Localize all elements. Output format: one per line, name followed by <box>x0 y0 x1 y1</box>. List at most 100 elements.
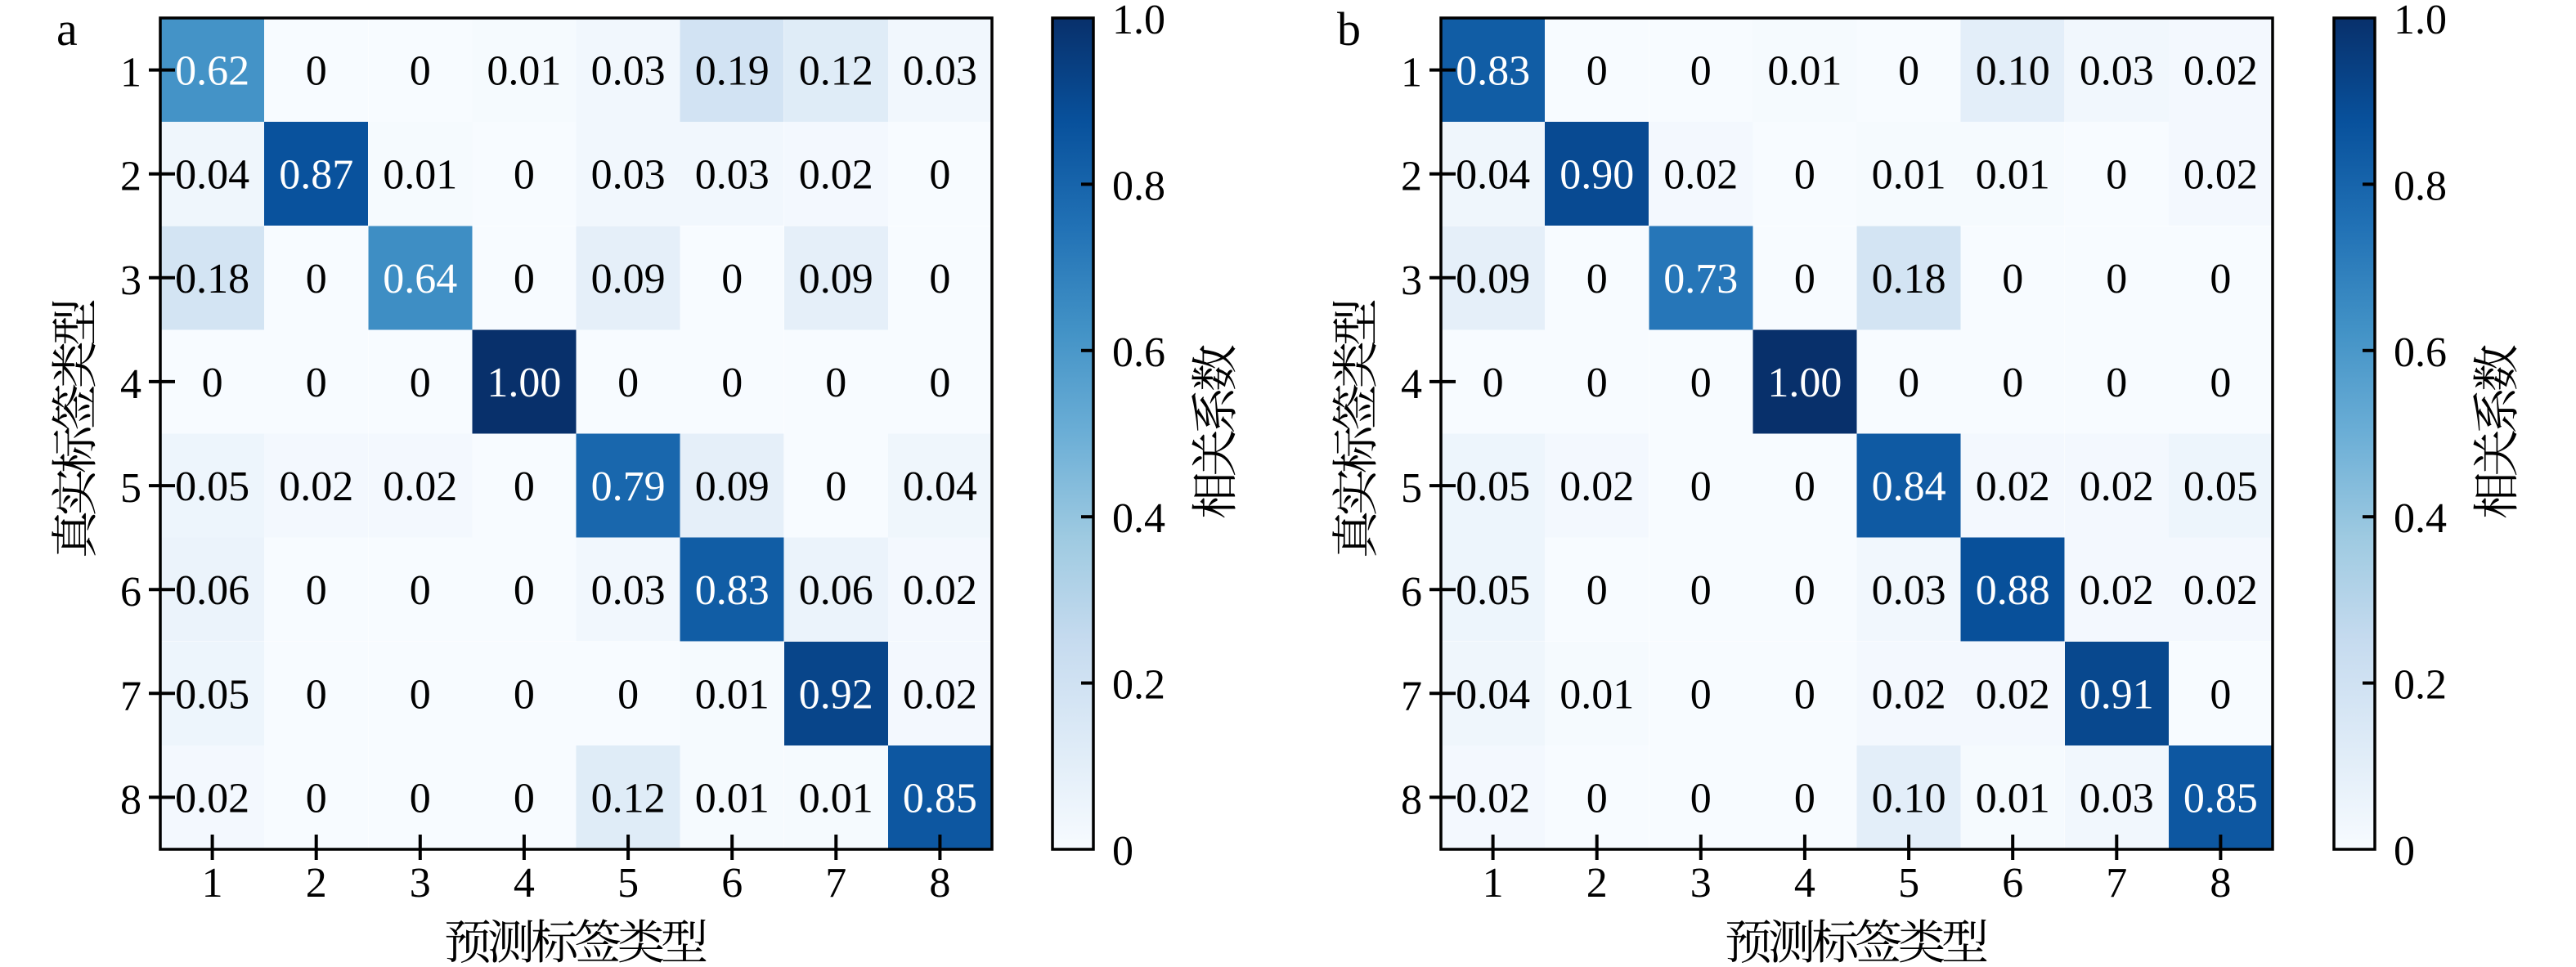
svg-text:0.02: 0.02 <box>1976 671 2050 718</box>
svg-text:0: 0 <box>825 463 846 510</box>
svg-text:0.06: 0.06 <box>175 567 249 614</box>
svg-text:1: 1 <box>1483 860 1504 907</box>
svg-text:0.02: 0.02 <box>1456 775 1530 822</box>
svg-text:0.03: 0.03 <box>1872 567 1946 614</box>
svg-text:0: 0 <box>306 567 327 614</box>
svg-text:7: 7 <box>120 673 141 719</box>
svg-text:0.19: 0.19 <box>695 48 770 95</box>
svg-text:0.04: 0.04 <box>175 152 249 199</box>
svg-text:0.04: 0.04 <box>1456 671 1530 718</box>
svg-text:0: 0 <box>1794 775 1815 822</box>
svg-text:0.09: 0.09 <box>1456 256 1530 302</box>
svg-text:7: 7 <box>2106 860 2127 907</box>
svg-text:3: 3 <box>1690 860 1712 907</box>
svg-text:0: 0 <box>1483 360 1504 406</box>
svg-text:0: 0 <box>1898 360 1919 406</box>
svg-text:0.2: 0.2 <box>1112 662 1165 709</box>
svg-text:0.02: 0.02 <box>1976 463 2050 510</box>
svg-text:4: 4 <box>514 860 535 907</box>
svg-text:8: 8 <box>2210 860 2231 907</box>
svg-text:0.01: 0.01 <box>1560 671 1634 718</box>
svg-text:5: 5 <box>1401 465 1422 512</box>
svg-text:0.02: 0.02 <box>1560 463 1634 510</box>
svg-text:0: 0 <box>1898 48 1919 95</box>
svg-text:0: 0 <box>1690 48 1712 95</box>
svg-text:0.03: 0.03 <box>591 152 666 199</box>
svg-text:0: 0 <box>306 256 327 302</box>
svg-text:0: 0 <box>721 360 743 406</box>
svg-text:4: 4 <box>120 361 141 408</box>
svg-text:0.83: 0.83 <box>695 567 770 614</box>
svg-text:0.02: 0.02 <box>383 463 457 510</box>
svg-text:1.0: 1.0 <box>2394 0 2447 43</box>
svg-text:6: 6 <box>2002 860 2023 907</box>
svg-text:0: 0 <box>514 256 535 302</box>
svg-text:5: 5 <box>617 860 639 907</box>
svg-text:0.18: 0.18 <box>175 256 249 302</box>
svg-text:5: 5 <box>1898 860 1919 907</box>
svg-text:0.05: 0.05 <box>2183 463 2258 510</box>
svg-text:0.02: 0.02 <box>1872 671 1946 718</box>
svg-text:a: a <box>56 2 78 56</box>
svg-text:0.02: 0.02 <box>799 152 873 199</box>
svg-text:0.8: 0.8 <box>1112 163 1165 209</box>
svg-text:0.04: 0.04 <box>903 463 977 510</box>
svg-text:0.02: 0.02 <box>2183 48 2258 95</box>
svg-text:0.05: 0.05 <box>175 463 249 510</box>
svg-text:0.01: 0.01 <box>383 152 457 199</box>
svg-text:0.85: 0.85 <box>2183 775 2258 822</box>
svg-text:0.02: 0.02 <box>2183 567 2258 614</box>
svg-text:0.4: 0.4 <box>1112 495 1165 542</box>
svg-text:0.02: 0.02 <box>903 671 977 718</box>
svg-text:0: 0 <box>1794 463 1815 510</box>
svg-text:0.03: 0.03 <box>695 152 770 199</box>
svg-text:0: 0 <box>2002 256 2023 302</box>
svg-text:0: 0 <box>1586 775 1608 822</box>
svg-text:0.6: 0.6 <box>2394 329 2447 376</box>
svg-text:0: 0 <box>514 775 535 822</box>
svg-text:0: 0 <box>410 567 431 614</box>
svg-text:0: 0 <box>410 48 431 95</box>
svg-text:7: 7 <box>1401 673 1422 719</box>
svg-text:0: 0 <box>514 152 535 199</box>
svg-text:0: 0 <box>1794 152 1815 199</box>
svg-text:0.4: 0.4 <box>2394 495 2447 542</box>
svg-text:0: 0 <box>306 360 327 406</box>
svg-text:0.01: 0.01 <box>1976 152 2050 199</box>
svg-text:0.91: 0.91 <box>2080 671 2154 718</box>
svg-text:0.02: 0.02 <box>175 775 249 822</box>
svg-text:1.0: 1.0 <box>1112 0 1165 43</box>
svg-text:8: 8 <box>1401 777 1422 823</box>
svg-text:b: b <box>1337 2 1361 56</box>
svg-text:0.03: 0.03 <box>2080 775 2154 822</box>
svg-text:0.01: 0.01 <box>1976 775 2050 822</box>
svg-text:0: 0 <box>825 360 846 406</box>
svg-text:1.00: 1.00 <box>1767 360 1842 406</box>
svg-text:0.64: 0.64 <box>383 256 457 302</box>
svg-text:0.02: 0.02 <box>903 567 977 614</box>
svg-text:0: 0 <box>1794 567 1815 614</box>
svg-text:0.92: 0.92 <box>799 671 873 718</box>
svg-text:4: 4 <box>1794 860 1815 907</box>
svg-text:0: 0 <box>1690 463 1712 510</box>
svg-text:0.09: 0.09 <box>695 463 770 510</box>
svg-text:0: 0 <box>410 360 431 406</box>
svg-text:0: 0 <box>721 256 743 302</box>
svg-text:0: 0 <box>306 671 327 718</box>
svg-text:0: 0 <box>1586 360 1608 406</box>
svg-text:0.06: 0.06 <box>799 567 873 614</box>
svg-text:8: 8 <box>120 777 141 823</box>
svg-text:0: 0 <box>1690 360 1712 406</box>
svg-text:0.01: 0.01 <box>695 671 770 718</box>
svg-text:0.01: 0.01 <box>695 775 770 822</box>
svg-text:0.18: 0.18 <box>1872 256 1946 302</box>
svg-text:0: 0 <box>929 152 950 199</box>
svg-text:0.6: 0.6 <box>1112 329 1165 376</box>
svg-text:0: 0 <box>929 360 950 406</box>
svg-text:7: 7 <box>825 860 846 907</box>
svg-text:0: 0 <box>202 360 223 406</box>
svg-text:0.09: 0.09 <box>591 256 666 302</box>
svg-text:0.2: 0.2 <box>2394 662 2447 709</box>
svg-text:2: 2 <box>306 860 327 907</box>
svg-text:0.83: 0.83 <box>1456 48 1530 95</box>
